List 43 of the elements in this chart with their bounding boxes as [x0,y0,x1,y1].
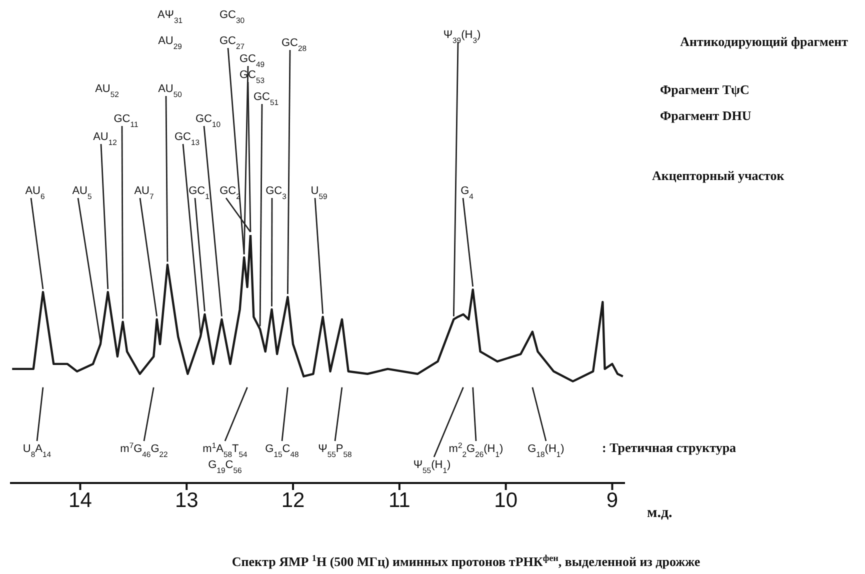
annotation: GC$_{10}$ [195,113,221,128]
annotation: AU$_{7}$ [134,185,154,200]
x-tick-label: 9 [606,488,618,512]
annotation: Ψ$_{39}$(H$_{3}$) [443,29,481,44]
annotation: GC$_{51}$ [253,91,279,106]
annotation: GC$_{27}$ [219,35,245,50]
text: AΨ$_{31}$ [157,9,183,24]
annotation: AU$_{50}$ [158,83,182,98]
x-tick-label: 12 [281,488,305,512]
x-tick-label: 13 [174,488,198,512]
text: Спектр ЯМР $^{1}$H (500 МГц) иминных протонов тРНК$^{фен}$, выделенной из дрожже [232,553,700,569]
annotation: GC$_{11}$ [114,113,138,128]
annotation: AU$_{6}$ [25,185,45,200]
annotation: GC$_{3}$ [266,185,286,200]
annotation: Ψ$_{55}$P$_{58}$ [318,443,352,458]
annotation: GC$_{49}$ [239,53,265,68]
annotation: m$^{7}$G$_{46}$G$_{22}$ [120,440,168,458]
annotation: GC$_{28}$ [281,37,307,52]
text: Антикодирующий фрагмент [680,34,849,49]
annotation: m$^{1}$A$_{58}$T$_{54}$ [202,440,248,458]
annotation: m$^{2}$$_{2}$G$_{26}$(H$_{1}$) [448,440,504,458]
annotation: U$_{8}$A$_{14}$ [22,443,52,458]
annotation: AU$_{5}$ [72,185,92,200]
text: Фрагмент DHU [660,108,752,123]
annotation: Ψ$_{55}$(H$_{1}$) [413,459,451,474]
annotation: G$_{4}$ [460,185,474,200]
x-tick-label: 10 [494,488,518,512]
annotation: U$_{59}$ [310,185,328,200]
annotation: G$_{19}$C$_{56}$ [208,459,242,474]
annotation: GC$_{1}$ [188,185,210,200]
text: Фрагмент TψC [660,82,750,97]
text: GC$_{30}$ [219,9,245,24]
text: Акцепторный участок [652,168,785,183]
annotation: GC$_{13}$ [174,131,200,146]
text: AU$_{52}$ [95,83,119,98]
text: AU$_{29}$ [158,35,182,50]
x-tick-label: 11 [388,488,410,512]
annotation: AU$_{12}$ [93,131,117,146]
annotation: G$_{15}$C$_{48}$ [265,443,299,458]
x-axis-title: м.д. [647,505,673,521]
annotation: G$_{18}$(H$_{1}$) [528,443,564,458]
x-tick-label: 14 [68,488,92,512]
annotation: : Третичная структура [602,440,737,455]
